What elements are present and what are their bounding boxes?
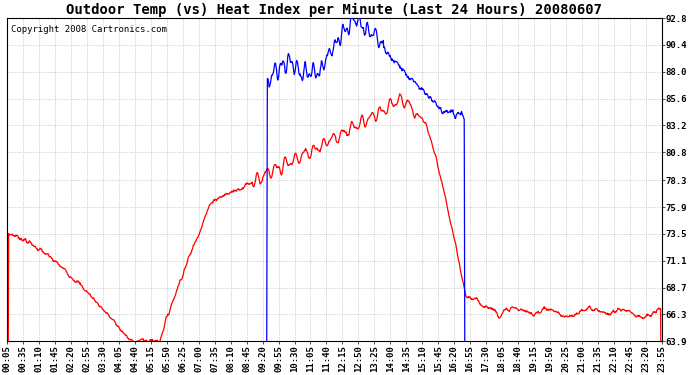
Text: Copyright 2008 Cartronics.com: Copyright 2008 Cartronics.com [10,24,166,33]
Title: Outdoor Temp (vs) Heat Index per Minute (Last 24 Hours) 20080607: Outdoor Temp (vs) Heat Index per Minute … [66,3,602,17]
